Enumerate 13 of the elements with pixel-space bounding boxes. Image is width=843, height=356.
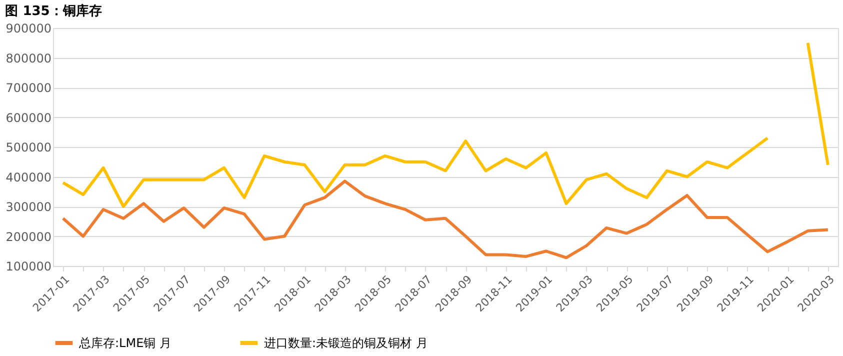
- y-tick-label: 100000: [6, 260, 52, 274]
- y-tick-label: 700000: [6, 81, 52, 95]
- legend-label: 进口数量:未锻造的铜及铜材 月: [264, 336, 428, 350]
- y-tick-label: 500000: [6, 140, 52, 154]
- y-tick-label: 200000: [6, 230, 52, 244]
- y-tick-label: 300000: [6, 200, 52, 214]
- legend-label: 总库存:LME铜 月: [78, 336, 172, 350]
- y-tick-label: 900000: [6, 22, 52, 36]
- y-tick-label: 400000: [6, 170, 52, 184]
- chart-title: 图 135：铜库存: [5, 3, 102, 19]
- y-tick-label: 600000: [6, 110, 52, 125]
- y-tick-label: 800000: [6, 51, 52, 66]
- line-series: [62, 180, 830, 260]
